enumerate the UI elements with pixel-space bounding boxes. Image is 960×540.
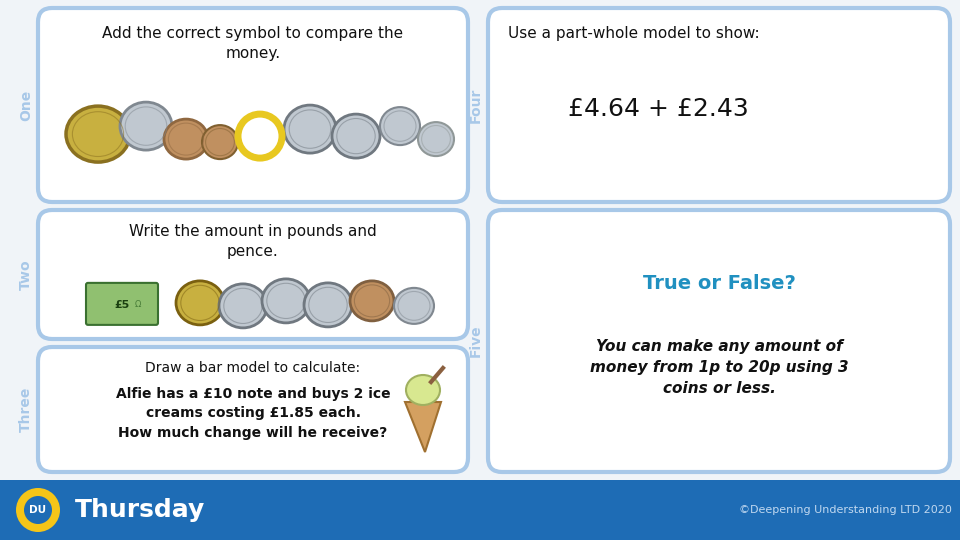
FancyBboxPatch shape xyxy=(488,210,950,472)
Text: Thursday: Thursday xyxy=(75,498,205,522)
Ellipse shape xyxy=(418,122,454,156)
Ellipse shape xyxy=(284,105,336,153)
Text: Alfie has a £10 note and buys 2 ice
creams costing £1.85 each.
How much change w: Alfie has a £10 note and buys 2 ice crea… xyxy=(116,387,391,440)
Text: Three: Three xyxy=(19,387,33,432)
Text: Five: Five xyxy=(469,325,483,357)
Ellipse shape xyxy=(304,283,352,327)
Text: You can make any amount of
money from 1p to 20p using 3
coins or less.: You can make any amount of money from 1p… xyxy=(589,339,849,396)
FancyBboxPatch shape xyxy=(86,283,158,325)
Ellipse shape xyxy=(164,119,208,159)
Circle shape xyxy=(24,496,52,524)
Bar xyxy=(0,480,960,540)
FancyBboxPatch shape xyxy=(38,8,468,202)
Text: Two: Two xyxy=(19,259,33,290)
Text: Draw a bar model to calculate:: Draw a bar model to calculate: xyxy=(145,361,361,375)
Text: £4.64 + £2.43: £4.64 + £2.43 xyxy=(568,97,749,121)
Text: £5: £5 xyxy=(114,300,130,310)
Text: True or False?: True or False? xyxy=(642,274,796,293)
Polygon shape xyxy=(405,402,441,452)
Text: DU: DU xyxy=(30,505,47,515)
Text: Ω: Ω xyxy=(134,300,141,309)
Ellipse shape xyxy=(406,375,440,405)
FancyBboxPatch shape xyxy=(488,8,950,202)
Ellipse shape xyxy=(332,114,380,158)
Text: One: One xyxy=(19,90,33,120)
Ellipse shape xyxy=(202,125,238,159)
Circle shape xyxy=(16,488,60,532)
Text: Four: Four xyxy=(469,87,483,123)
FancyBboxPatch shape xyxy=(38,347,468,472)
FancyBboxPatch shape xyxy=(38,210,468,339)
Ellipse shape xyxy=(394,288,434,324)
Ellipse shape xyxy=(380,107,420,145)
Ellipse shape xyxy=(219,284,267,328)
Ellipse shape xyxy=(120,102,172,150)
Ellipse shape xyxy=(66,106,130,162)
Ellipse shape xyxy=(350,281,394,321)
Ellipse shape xyxy=(176,281,224,325)
Text: ©Deepening Understanding LTD 2020: ©Deepening Understanding LTD 2020 xyxy=(739,505,952,515)
Ellipse shape xyxy=(262,279,310,323)
Text: Add the correct symbol to compare the
money.: Add the correct symbol to compare the mo… xyxy=(103,26,403,61)
Text: Write the amount in pounds and
pence.: Write the amount in pounds and pence. xyxy=(130,224,377,259)
Text: Use a part-whole model to show:: Use a part-whole model to show: xyxy=(508,26,759,41)
